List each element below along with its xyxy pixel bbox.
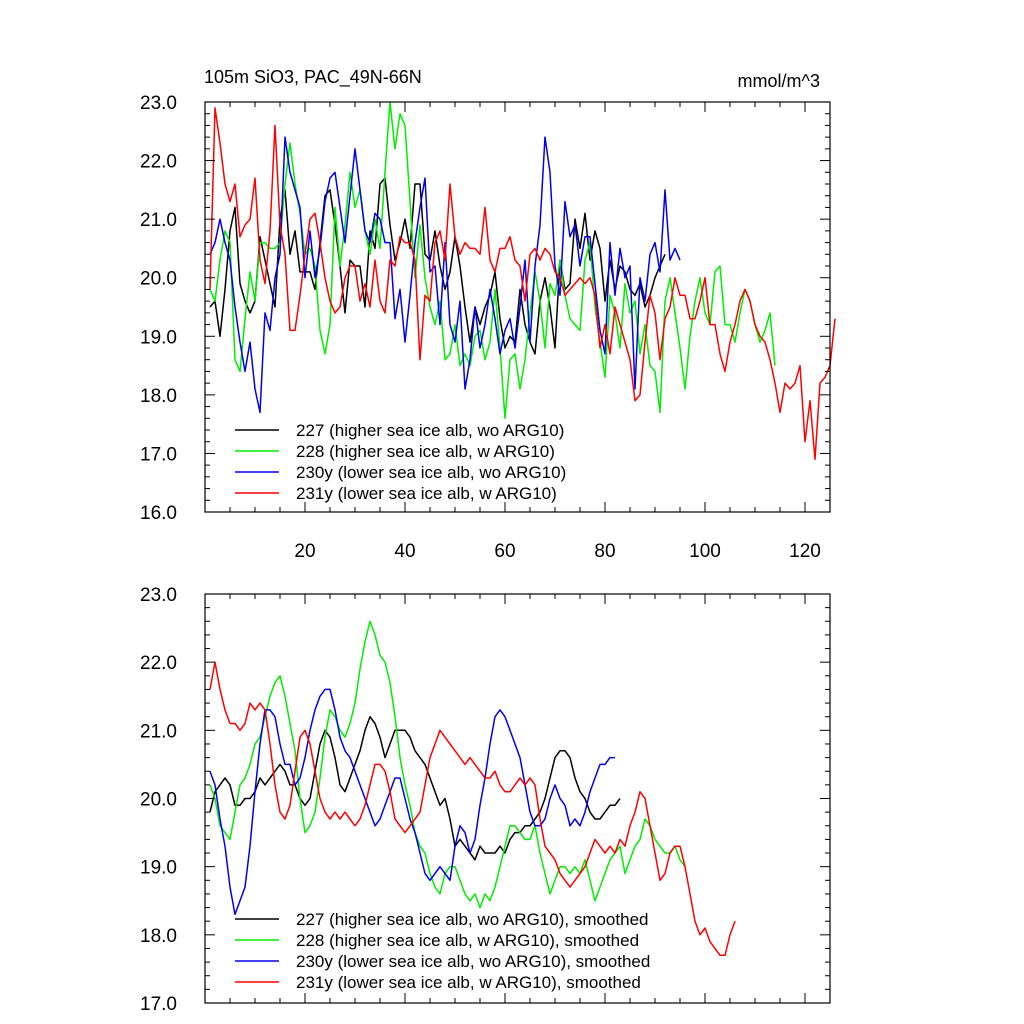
x-tick-label: 120 [789,541,821,562]
x-tick-label: 20 [294,541,315,562]
legend-label-1: 228 (higher sea ice alb, w ARG10), smoot… [296,931,639,950]
legend-label-2: 230y (lower sea ice alb, wo ARG10), smoo… [296,952,650,971]
series-line-3 [209,661,736,957]
x-tick-label: 40 [394,541,415,562]
legend-label-3: 231y (lower sea ice alb, w ARG10) [296,484,557,503]
series-line-0 [209,177,666,355]
legend-label-2: 230y (lower sea ice alb, wo ARG10) [296,463,566,482]
y-tick-label: 22.0 [140,152,177,173]
y-tick-label: 16.0 [140,503,177,524]
x-tick-label: 80 [594,541,615,562]
y-tick-label: 17.0 [140,994,177,1015]
series-line-1 [209,620,686,909]
y-tick-label: 19.0 [140,858,177,879]
chart-title: 105m SiO3, PAC_49N-66N [204,67,422,88]
y-tick-label: 23.0 [140,93,177,114]
y-tick-label: 20.0 [140,269,177,290]
legend-label-0: 227 (higher sea ice alb, wo ARG10), smoo… [296,910,648,929]
bottom-panel: 17.0 18.0 19.0 20.0 21.0 22.0 23.0 227 (higher … [140,585,831,1015]
units-label: mmol/m^3 [738,71,820,91]
y-tick-label: 18.0 [140,926,177,947]
y-tick-label: 19.0 [140,327,177,348]
y-tick-label: 18.0 [140,386,177,407]
top-panel: 105m SiO3, PAC_49N-66N mmol/m^3 16.0 17.0… [140,67,836,562]
legend-label-0: 227 (higher sea ice alb, wo ARG10) [296,421,564,440]
y-tick-label: 20.0 [140,790,177,811]
legend: 227 (higher sea ice alb, wo ARG10), smoo… [235,910,650,992]
y-tick-label: 21.0 [140,210,177,231]
legend-label-1: 228 (higher sea ice alb, w ARG10) [296,442,555,461]
series-line-0 [209,715,621,861]
y-tick-label: 17.0 [140,444,177,465]
plot-frame [204,101,831,513]
y-tick-label: 22.0 [140,653,177,674]
y-tick-label: 21.0 [140,721,177,742]
series-line-2 [209,136,681,414]
series-line-1 [209,101,776,420]
x-tick-label: 60 [494,541,515,562]
series-line-2 [209,688,615,916]
y-tick-label: 23.0 [140,585,177,606]
legend: 227 (higher sea ice alb, wo ARG10) 228 (h… [235,421,566,503]
legend-label-3: 231y (lower sea ice alb, w ARG10), smoot… [296,973,641,992]
x-tick-label: 100 [689,541,721,562]
series-line-3 [209,107,836,461]
